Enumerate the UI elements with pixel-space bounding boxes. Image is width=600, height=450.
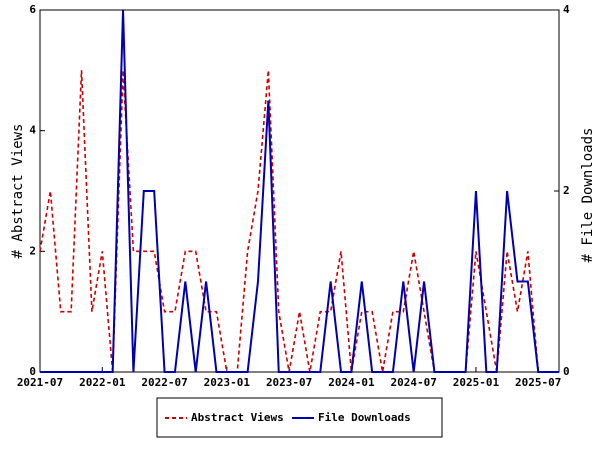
legend-label: File Downloads — [318, 411, 411, 424]
y2-axis-label: # File Downloads — [580, 128, 596, 263]
x-tick-label: 2022-07 — [141, 376, 187, 389]
legend-label: Abstract Views — [191, 411, 284, 424]
data-line — [40, 9, 559, 373]
x-tick-label: 2024-07 — [391, 376, 437, 389]
y-tick-label: 6 — [29, 3, 36, 16]
y2-tick-label: 4 — [563, 3, 570, 16]
y-tick-label: 2 — [29, 244, 36, 257]
x-tick-label: 2025-01 — [453, 376, 500, 389]
y-tick-label: 4 — [29, 124, 36, 137]
legend — [156, 397, 443, 438]
x-tick-label: 2024-01 — [328, 376, 375, 389]
y2-tick-label: 2 — [563, 184, 570, 197]
x-tick-label: 2025-07 — [515, 376, 561, 389]
y2-tick-label: 0 — [563, 365, 570, 378]
x-tick-label: 2023-07 — [266, 376, 312, 389]
y-axis-label: # Abstract Views — [10, 124, 26, 259]
y-tick-label: 0 — [29, 365, 36, 378]
x-tick-label: 2023-01 — [204, 376, 251, 389]
x-tick-label: 2021-07 — [17, 376, 63, 389]
x-tick-label: 2022-01 — [79, 376, 126, 389]
